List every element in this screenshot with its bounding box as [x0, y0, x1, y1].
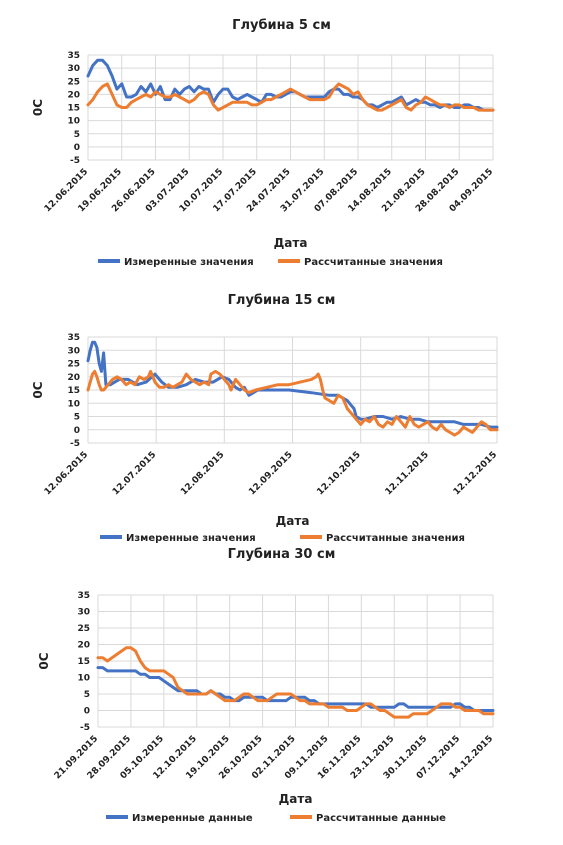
chart-panel-1: Глубина 5 см 35 30 25 20 15 10 5 0 -5 12.06.2015 1… — [0, 0, 563, 275]
y-axis-label: 0C — [37, 652, 51, 669]
y-tick-label: 0 — [74, 426, 80, 436]
y-tick-label: 25 — [77, 624, 90, 634]
y-tick-label: 30 — [67, 346, 80, 356]
chart-title-1: Глубина 5 см — [232, 18, 331, 33]
series-line-1 — [86, 58, 495, 112]
y-tick-label: 35 — [77, 591, 90, 601]
series-line-2 — [86, 369, 499, 437]
chart-title-3: Глубина 30 см — [227, 547, 336, 562]
y-tick-label: 35 — [67, 333, 80, 343]
y-tick-label: 25 — [67, 360, 80, 370]
y-tick-label: 30 — [67, 64, 80, 74]
chart-svg-1: 35302520151050-512.06.201519.06.201526.0… — [31, 51, 495, 268]
x-tick-label: 12.06.2015 — [43, 450, 90, 497]
y-tick-label: 20 — [67, 90, 80, 100]
y-tick-label: -5 — [70, 439, 80, 449]
series-line-2 — [96, 646, 495, 719]
series-line-1 — [86, 340, 499, 429]
y-tick-label: 5 — [74, 130, 80, 140]
x-axis-label: Дата — [274, 236, 308, 250]
y-tick-label: 20 — [67, 373, 80, 383]
legend-label-2: Рассчитанные данные — [316, 813, 446, 824]
chart-panel-2: Глубина 15 см 35 30 25 20 15 10 5 0 -5 12.06.2015… — [0, 275, 563, 547]
chart-panel-3: Глубина 30 см 35 30 25 20 15 10 5 0 -5 21.09.2015… — [0, 547, 563, 845]
y-tick-label: 15 — [67, 386, 80, 396]
legend-label-1: Измеренные данные — [132, 813, 253, 824]
legend-label-2: Рассчитанные значения — [304, 257, 443, 268]
y-tick-label: 5 — [84, 690, 90, 700]
y-tick-label: 30 — [77, 608, 90, 618]
x-axis-label: Дата — [279, 792, 313, 806]
x-tick-label: 12.07.2015 — [111, 450, 158, 497]
y-tick-label: 10 — [67, 117, 80, 127]
y-tick-label: 0 — [74, 143, 80, 153]
legend-label-1: Измеренные значения — [126, 533, 256, 544]
x-tick-label: 12.08.2015 — [179, 450, 226, 497]
y-tick-label: 5 — [74, 413, 80, 423]
y-tick-label: 15 — [67, 104, 80, 114]
x-axis-label: Дата — [276, 514, 310, 528]
y-tick-label: 20 — [77, 641, 90, 651]
y-tick-label: 35 — [67, 51, 80, 61]
y-tick-label: -5 — [80, 723, 90, 733]
x-tick-label: 12.12.2015 — [452, 450, 499, 497]
legend-label-2: Рассчитанные значения — [326, 533, 465, 544]
y-tick-label: 10 — [77, 674, 90, 684]
y-tick-label: 15 — [77, 657, 90, 667]
legend-label-1: Измеренные значения — [124, 257, 254, 268]
y-axis-label: 0C — [31, 381, 45, 398]
chart-svg-2: 35 30 25 20 15 10 5 0 -512.06.2015 12.07.2015 12.0… — [31, 333, 499, 544]
x-tick-label: 12.10.2015 — [315, 450, 362, 497]
series-line-2 — [86, 82, 495, 112]
y-tick-label: -5 — [70, 156, 80, 166]
y-tick-label: 10 — [67, 399, 80, 409]
x-tick-label: 12.11.2015 — [384, 450, 431, 497]
y-axis-label: 0C — [31, 99, 45, 116]
chart-title-2: Глубина 15 см — [227, 293, 336, 308]
chart-svg-3: 35302520151050-521.09.201528.09.201505.1… — [37, 591, 495, 824]
y-tick-label: 0 — [84, 707, 90, 717]
x-tick-label: 12.09.2015 — [247, 450, 294, 497]
y-tick-label: 25 — [67, 77, 80, 87]
